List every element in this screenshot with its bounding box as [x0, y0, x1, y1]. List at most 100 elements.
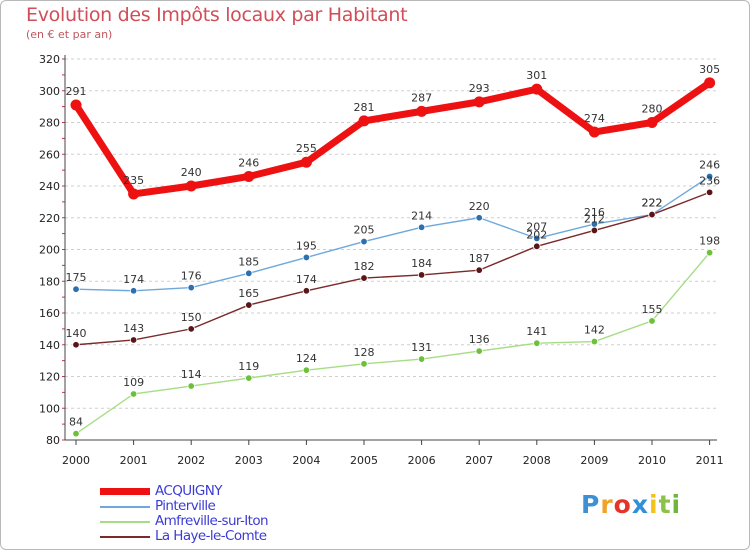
data-point-amfreville: [72, 429, 80, 438]
y-tick-label: 160: [39, 307, 60, 320]
data-point-acquigny: [358, 115, 370, 127]
data-label-la-haye: 184: [411, 257, 432, 270]
data-label-acquigny: 293: [469, 82, 490, 95]
data-point-la-haye: [590, 226, 599, 235]
data-point-acquigny: [704, 77, 716, 89]
data-label-acquigny: 255: [296, 142, 317, 155]
data-point-amfreville: [245, 374, 253, 382]
data-point-pinterville: [72, 285, 80, 293]
legend-swatch-acquigny: [100, 488, 150, 495]
data-label-pinterville: 176: [181, 270, 202, 283]
y-tick-label: 100: [39, 402, 60, 415]
x-tick-label: 2007: [465, 454, 493, 467]
data-label-pinterville: 216: [584, 206, 605, 219]
data-label-la-haye: 165: [238, 287, 259, 300]
chart-subtitle: (en € et par an): [26, 28, 113, 41]
y-tick-label: 320: [39, 53, 60, 66]
data-label-pinterville: 207: [526, 220, 547, 233]
x-tick-label: 2004: [292, 454, 320, 467]
data-point-amfreville: [475, 347, 483, 355]
x-tick-label: 2011: [696, 454, 724, 467]
data-point-pinterville: [417, 223, 426, 231]
data-point-la-haye: [475, 266, 483, 274]
data-label-acquigny: 287: [411, 91, 432, 104]
y-tick-label: 120: [39, 371, 60, 384]
data-point-amfreville: [302, 366, 311, 374]
data-label-la-haye: 187: [469, 252, 490, 265]
legend-swatch-amfreville: [100, 521, 150, 523]
data-label-pinterville: 222: [642, 197, 663, 210]
data-point-amfreville: [533, 339, 541, 347]
data-label-la-haye: 150: [181, 311, 202, 324]
y-tick-label: 260: [39, 148, 60, 161]
data-point-amfreville: [705, 248, 714, 257]
data-point-pinterville: [475, 214, 483, 222]
logo-letter: t: [658, 490, 672, 519]
data-label-acquigny: 240: [181, 166, 202, 179]
data-label-pinterville: 175: [66, 271, 87, 284]
data-label-acquigny: 291: [66, 85, 87, 98]
data-label-la-haye: 236: [699, 174, 720, 187]
data-label-pinterville: 195: [296, 239, 317, 252]
data-point-acquigny: [646, 117, 658, 128]
data-label-acquigny: 235: [123, 174, 144, 187]
logo-letter: i: [671, 490, 682, 519]
data-point-amfreville: [590, 337, 599, 346]
data-point-pinterville: [302, 253, 311, 262]
data-point-la-haye: [648, 210, 656, 219]
series-line-la-haye: [75, 191, 711, 346]
data-point-amfreville: [129, 390, 138, 398]
data-point-pinterville: [360, 237, 368, 246]
data-label-acquigny: 274: [584, 112, 605, 125]
data-label-acquigny: 281: [354, 101, 375, 114]
logo-letter: o: [613, 490, 632, 519]
y-tick-label: 240: [39, 180, 60, 193]
legend-swatch-la-haye: [100, 536, 150, 538]
legend-label-la-haye: La Haye-le-Comte: [155, 528, 267, 544]
data-point-acquigny: [243, 170, 255, 182]
data-point-la-haye: [187, 325, 195, 333]
data-point-acquigny: [185, 180, 197, 192]
legend-label-pinterville: Pinterville: [155, 498, 216, 514]
data-label-acquigny: 305: [699, 63, 720, 76]
y-tick-label: 200: [39, 244, 60, 257]
data-label-la-haye: 212: [584, 212, 605, 225]
data-point-acquigny: [473, 96, 485, 108]
logo-letter: x: [631, 490, 649, 519]
data-label-pinterville: 174: [123, 273, 144, 286]
y-tick-label: 280: [39, 117, 60, 130]
data-point-la-haye: [360, 274, 368, 282]
data-label-pinterville: 246: [699, 158, 720, 171]
x-tick-label: 2003: [235, 454, 263, 467]
x-tick-label: 2006: [408, 454, 436, 467]
series-line-acquigny: [72, 79, 714, 198]
data-label-acquigny: 301: [526, 69, 547, 82]
data-point-acquigny: [70, 99, 82, 111]
x-tick-label: 2008: [523, 454, 551, 467]
data-label-amfreville: 198: [699, 235, 720, 248]
data-point-la-haye: [129, 336, 138, 344]
data-point-amfreville: [187, 382, 195, 390]
data-point-la-haye: [705, 188, 714, 197]
data-point-amfreville: [648, 317, 656, 325]
data-point-pinterville: [187, 283, 195, 292]
chart-title: Evolution des Impôts locaux par Habitant: [26, 4, 408, 26]
data-point-pinterville: [129, 287, 138, 295]
data-label-amfreville: 142: [584, 324, 605, 337]
data-label-amfreville: 119: [238, 360, 259, 373]
data-label-amfreville: 128: [354, 346, 375, 359]
data-point-la-haye: [245, 301, 253, 309]
y-tick-label: 80: [46, 434, 60, 447]
data-label-amfreville: 136: [469, 333, 490, 346]
legend-swatch-pinterville: [100, 506, 150, 508]
data-label-pinterville: 205: [354, 224, 375, 237]
data-point-acquigny: [531, 83, 543, 95]
data-label-la-haye: 140: [66, 327, 87, 340]
data-point-pinterville: [705, 172, 714, 181]
data-label-la-haye: 222: [642, 197, 663, 210]
data-point-pinterville: [533, 234, 541, 243]
data-label-amfreville: 141: [526, 325, 547, 338]
series-layer: [70, 77, 716, 438]
legend-label-acquigny: ACQUIGNY: [155, 483, 223, 499]
